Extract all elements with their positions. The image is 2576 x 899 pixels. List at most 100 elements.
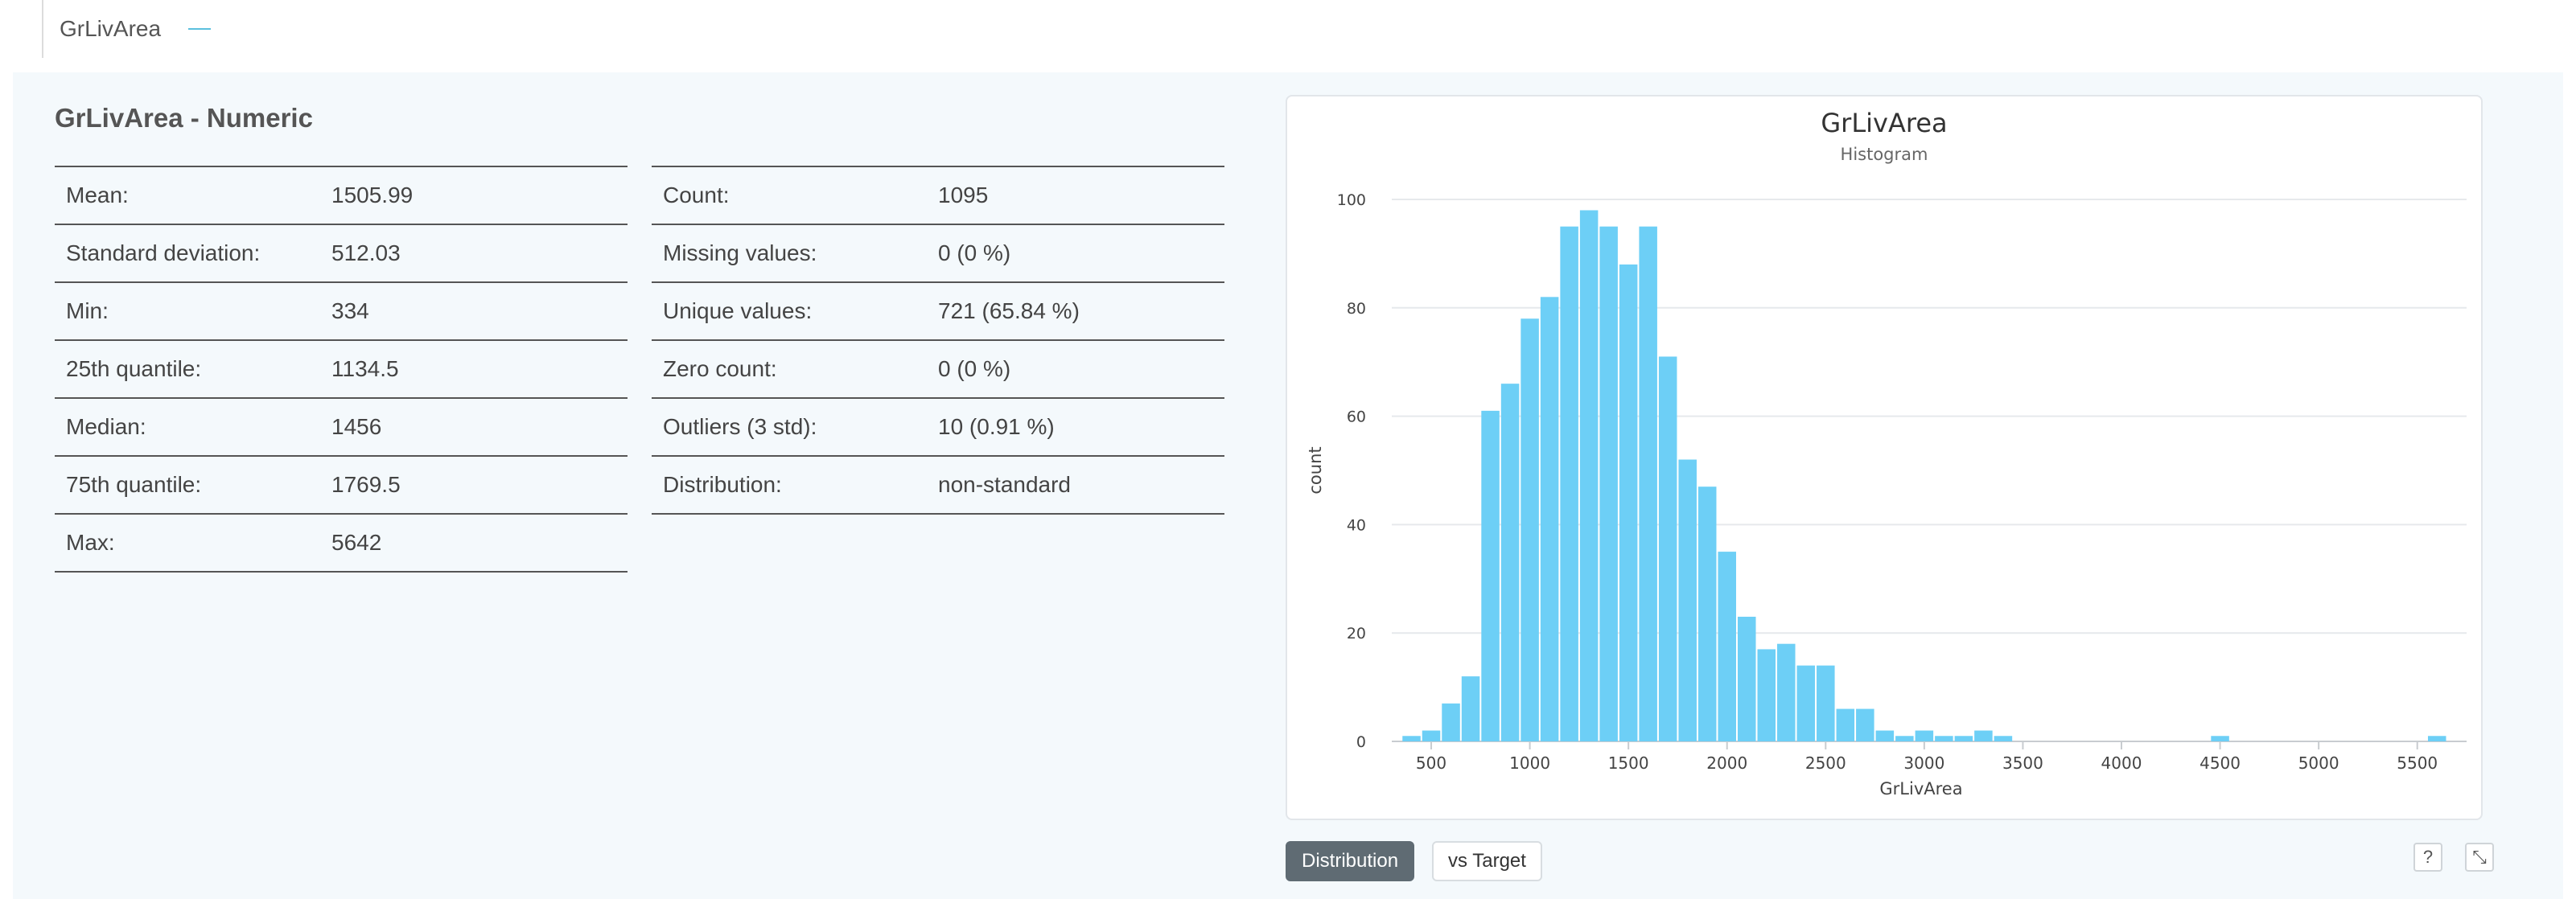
stat-row: Distribution: non-standard <box>652 457 1224 515</box>
histogram-card: 0 20 40 60 80 100 500 1000 1500 2000 2500 3000 3500 4… <box>1286 95 2483 820</box>
histogram-bar <box>1817 665 1835 741</box>
stat-row: Median: 1456 <box>55 399 628 457</box>
stat-label: Max: <box>66 530 115 555</box>
stats-table-right: Count: 1095 Missing values: 0 (0 %) Unique… <box>652 166 1224 515</box>
histogram-bar <box>1757 649 1776 741</box>
histogram-bar <box>1520 318 1539 741</box>
histogram-bar <box>1599 226 1618 741</box>
histogram-bar <box>1500 384 1520 741</box>
y-tick-label: 40 <box>1347 516 1366 534</box>
stat-value: 1456 <box>331 414 382 439</box>
stat-value: 512.03 <box>331 240 401 265</box>
x-tick-label: 4000 <box>2101 753 2142 773</box>
stat-row: Zero count: 0 (0 %) <box>652 341 1224 399</box>
chart-subtitle: Histogram <box>1840 145 1928 164</box>
stat-value: 721 (65.84 %) <box>938 298 1080 323</box>
stat-row: Standard deviation: 512.03 <box>55 225 628 283</box>
histogram-bar <box>1836 708 1855 741</box>
stat-label: 75th quantile: <box>66 472 202 497</box>
stat-row: Count: 1095 <box>652 167 1224 225</box>
chart-title: GrLivArea <box>1821 108 1948 138</box>
y-tick-label: 80 <box>1347 300 1366 318</box>
stat-row: Mean: 1505.99 <box>55 167 628 225</box>
stat-label: Outliers (3 std): <box>663 414 817 439</box>
stat-label: Unique values: <box>663 298 813 323</box>
tab-grlivarea[interactable]: GrLivArea <box>42 0 212 58</box>
variable-title: GrLivArea - Numeric <box>55 103 313 133</box>
y-tick-label: 60 <box>1347 408 1366 426</box>
stat-value: 334 <box>331 298 369 323</box>
histogram-bar <box>1678 459 1697 741</box>
distribution-button[interactable]: Distribution <box>1286 841 1415 881</box>
histogram-bar <box>1560 226 1578 741</box>
histogram-bar <box>2211 736 2229 741</box>
histogram-bar <box>1796 665 1816 741</box>
stat-row: Min: 334 <box>55 283 628 341</box>
histogram-bar <box>1915 730 1934 741</box>
page: GrLivArea GrLivArea - Numeric Mean: 1505.… <box>13 0 2563 899</box>
stat-label: Mean: <box>66 183 129 207</box>
x-tick-label: 4500 <box>2199 753 2241 773</box>
histogram-bar <box>1737 616 1756 741</box>
stat-value: 1505.99 <box>331 183 414 207</box>
x-tick-label: 500 <box>1416 753 1446 773</box>
tab-indicator <box>188 28 212 30</box>
stat-value: 1095 <box>938 183 989 207</box>
histogram-bar <box>1994 736 2013 741</box>
histogram-chart: 0 20 40 60 80 100 500 1000 1500 2000 2500 3000 3500 4… <box>1306 191 2467 798</box>
stat-label: Missing values: <box>663 240 817 265</box>
x-tick-label: 5000 <box>2298 753 2339 773</box>
expand-icon[interactable]: ⤡ <box>2465 843 2494 872</box>
stat-row: Max: 5642 <box>55 515 628 573</box>
histogram-bar <box>1402 736 1421 741</box>
histogram-bar <box>1974 730 1993 741</box>
variable-tabbar: GrLivArea <box>13 0 2563 72</box>
stat-row: Outliers (3 std): 10 (0.91 %) <box>652 399 1224 457</box>
x-tick-label: 1000 <box>1509 753 1550 773</box>
x-tick-label: 2000 <box>1706 753 1747 773</box>
histogram-bar <box>1422 730 1441 741</box>
stats-table-left: Mean: 1505.99 Standard deviation: 512.03 M… <box>55 166 628 573</box>
stat-value: 1769.5 <box>331 472 401 497</box>
histogram-bar <box>1777 643 1796 741</box>
stat-value: 0 (0 %) <box>938 240 1011 265</box>
x-tick-label: 3500 <box>2002 753 2043 773</box>
histogram-bar <box>1856 708 1874 741</box>
stat-label: Distribution: <box>663 472 782 497</box>
y-tick-label: 100 <box>1337 191 1366 209</box>
y-tick-label: 0 <box>1356 733 1366 751</box>
help-icon[interactable]: ? <box>2413 843 2442 872</box>
histogram-bar <box>1935 736 1953 741</box>
stat-row: 75th quantile: 1769.5 <box>55 457 628 515</box>
x-tick-label: 5500 <box>2397 753 2438 773</box>
vs-target-button[interactable]: vs Target <box>1432 841 1542 881</box>
stat-label: Min: <box>66 298 109 323</box>
y-tick-label: 20 <box>1347 625 1366 642</box>
stat-value: 10 (0.91 %) <box>938 414 1055 439</box>
histogram-bar <box>2427 736 2446 741</box>
histogram-bar <box>1954 736 1973 741</box>
stat-row: 25th quantile: 1134.5 <box>55 341 628 399</box>
histogram-bar <box>1895 736 1914 741</box>
stat-value: 1134.5 <box>331 356 399 381</box>
x-axis-label: GrLivArea <box>1879 779 1962 798</box>
tab-label: GrLivArea <box>60 16 162 41</box>
stat-value: 5642 <box>331 530 382 555</box>
histogram-bar <box>1718 552 1736 741</box>
histogram-bar <box>1639 226 1657 741</box>
stat-label: Standard deviation: <box>66 240 261 265</box>
stat-row: Unique values: 721 (65.84 %) <box>652 283 1224 341</box>
stat-label: Count: <box>663 183 730 207</box>
histogram-bar <box>1540 297 1559 741</box>
histogram-bar <box>1461 676 1480 741</box>
histogram-bar <box>1875 730 1895 741</box>
y-axis-label: count <box>1306 446 1325 494</box>
stat-row: Missing values: 0 (0 %) <box>652 225 1224 283</box>
histogram-bar <box>1579 210 1599 741</box>
histogram-bar <box>1619 264 1638 741</box>
histogram-bar <box>1658 356 1677 741</box>
stat-label: 25th quantile: <box>66 356 202 381</box>
stat-value: non-standard <box>938 472 1072 497</box>
x-tick-label: 3000 <box>1903 753 1944 773</box>
stat-value: 0 (0 %) <box>938 356 1011 381</box>
